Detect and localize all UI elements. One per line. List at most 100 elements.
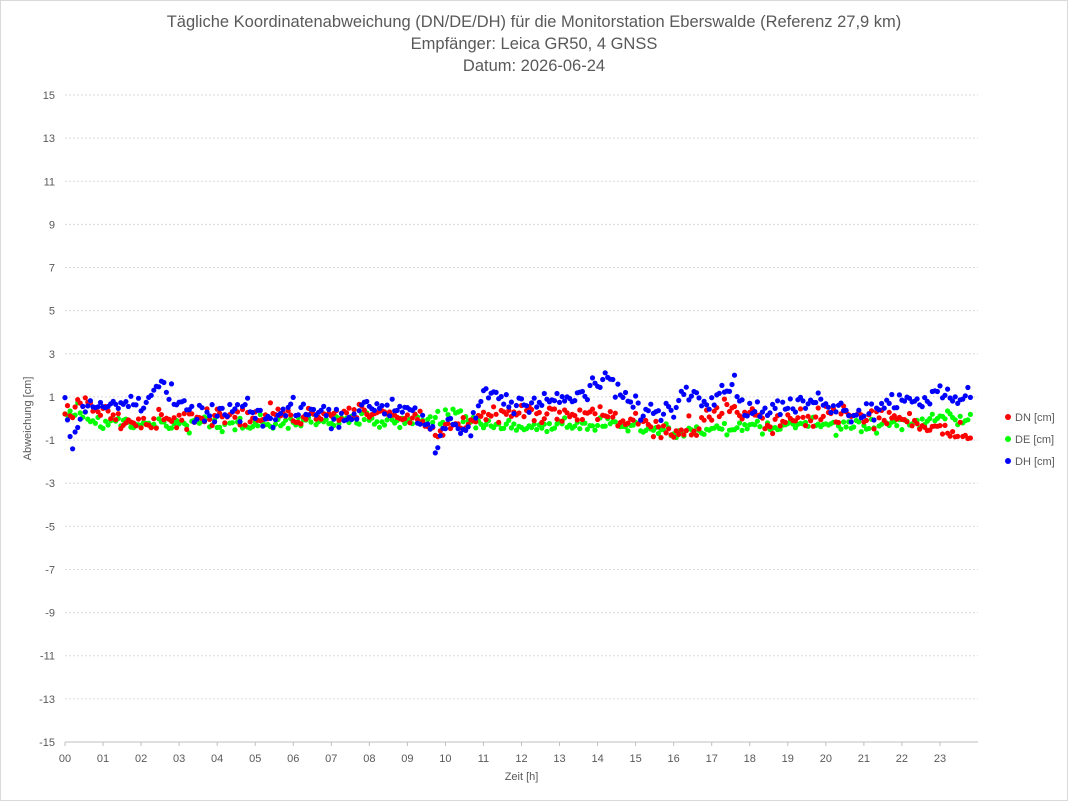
data-point [625,428,631,434]
data-point [435,408,441,414]
data-point [899,427,905,433]
data-point [207,416,213,422]
data-point [389,396,395,402]
data-point [501,425,507,431]
data-point [775,398,781,404]
data-point [724,432,730,438]
data-point [414,417,421,423]
data-point [868,401,875,407]
data-point [381,411,388,417]
data-point [161,379,167,386]
data-point [458,408,464,414]
data-point [153,425,159,431]
x-tick-label: 17 [706,753,718,765]
data-point [653,418,659,424]
data-point [108,416,114,422]
data-point [242,402,248,408]
data-point [828,409,834,416]
data-point [100,425,106,431]
data-point [805,413,811,419]
data-point [113,401,119,407]
data-point [863,417,870,424]
x-tick-label: 10 [439,753,451,765]
data-point [331,416,337,422]
data-point [835,419,842,426]
data-point [209,422,215,429]
data-point [638,417,644,423]
data-point [496,419,502,425]
data-point [660,411,667,417]
data-point [633,410,639,416]
data-point [592,427,598,433]
x-tick-label: 03 [173,753,185,765]
data-point [412,405,418,411]
data-point [889,391,895,398]
data-point [688,393,695,399]
data-point [683,427,689,434]
data-point [833,432,839,438]
data-point [818,396,824,402]
data-point [224,413,230,419]
data-point [757,424,763,430]
data-point [704,402,710,408]
data-point [942,416,948,422]
data-point [787,396,793,402]
data-point [952,394,958,400]
data-point [141,405,147,411]
data-point [650,434,657,440]
y-tick-label: 5 [49,306,55,318]
data-point [795,415,801,421]
data-point [351,411,357,417]
data-point [584,426,591,432]
data-point [288,401,294,407]
y-tick-label: -13 [39,694,55,706]
data-point [280,406,286,412]
data-point [663,430,669,436]
data-point [506,417,512,423]
y-tick-label: 11 [44,176,55,188]
data-point [343,410,350,416]
data-point [572,398,578,404]
data-point [318,416,324,422]
data-point [739,416,745,422]
data-point [115,411,121,417]
x-tick-labels: 00 01 02 03 04 05 06 07 08 09 10 11 12 13 14 15 16 17 18 19… [59,742,946,765]
data-point [612,419,618,425]
data-point [529,400,535,406]
data-point [792,409,799,415]
data-point [562,398,568,404]
data-point [168,418,175,424]
data-point [252,415,258,421]
data-point [207,413,213,419]
data-point [577,407,583,413]
data-point [450,406,456,412]
data-point [886,409,892,415]
data-point [384,417,390,423]
data-point [179,417,185,423]
data-point [521,414,527,420]
data-point [115,405,121,411]
data-point [174,425,180,431]
data-point [229,420,235,426]
data-point [554,416,560,422]
data-point [508,399,514,405]
data-point [480,409,487,415]
data-point [171,415,177,421]
legend-marker [1005,414,1011,420]
chart-subtitle: Empfänger: Leica GR50, 4 GNSS [410,35,658,53]
data-point [67,408,73,414]
data-point [671,414,677,420]
data-point [673,404,679,411]
series-2 [62,370,974,456]
data-point [620,394,626,400]
data-point [491,404,497,410]
data-point [595,416,601,423]
data-point [896,392,903,398]
data-point [802,405,809,411]
data-point [886,400,892,406]
data-point [445,412,451,418]
data-point [813,399,819,406]
data-point [133,423,139,429]
data-point [815,405,821,411]
data-point [349,416,355,423]
